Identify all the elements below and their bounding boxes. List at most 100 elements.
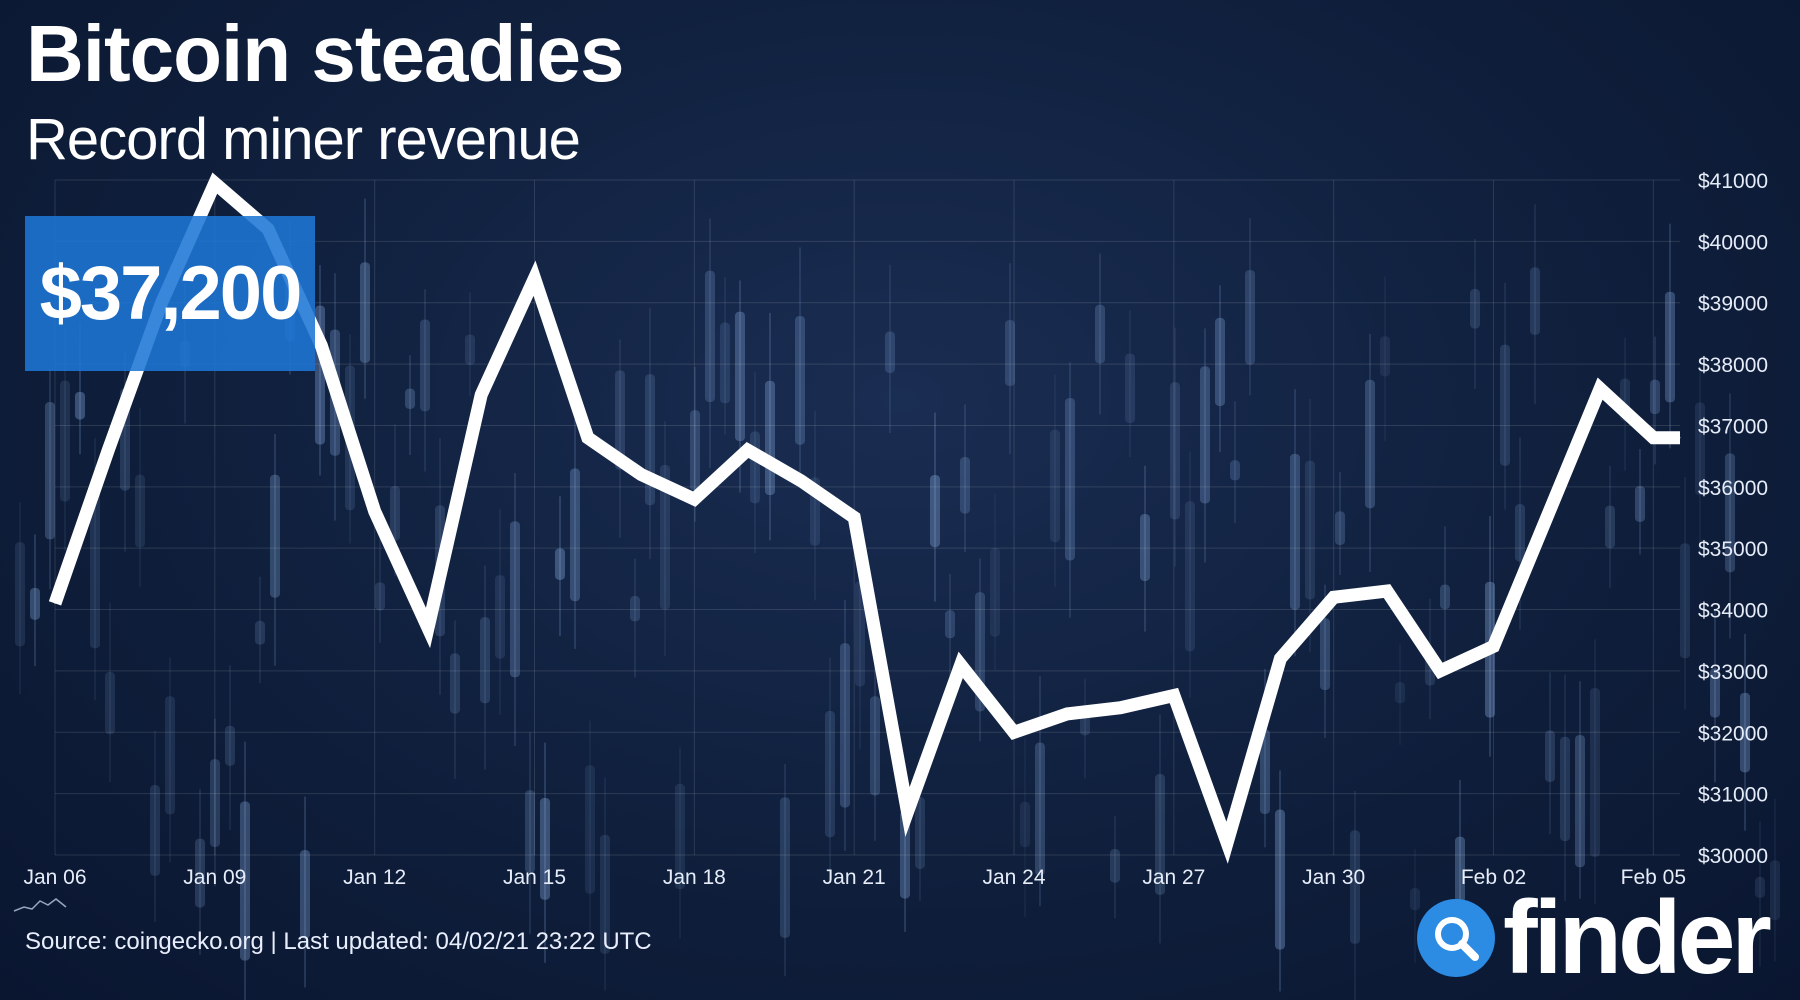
bg-candle-body xyxy=(720,322,730,404)
x-tick-label: Jan 15 xyxy=(503,866,566,889)
y-tick-label: $40000 xyxy=(1698,231,1768,254)
price-series-line xyxy=(48,172,1680,864)
bg-candle-body xyxy=(570,468,580,602)
y-tick-label: $33000 xyxy=(1698,661,1768,684)
search-magnifier-icon xyxy=(1417,898,1495,977)
x-tick-label: Jan 12 xyxy=(343,866,406,889)
series-point xyxy=(320,345,322,347)
bg-candle-body xyxy=(225,725,235,766)
bg-candle-body xyxy=(1275,809,1285,950)
finder-logo: finder xyxy=(1415,885,1775,990)
bg-candle-body xyxy=(1725,453,1735,573)
bg-candle-body xyxy=(105,672,115,735)
series-point xyxy=(1439,670,1441,672)
series-point xyxy=(1226,842,1228,844)
x-tick-label: Feb 02 xyxy=(1461,866,1526,889)
series-point xyxy=(1652,437,1654,439)
x-axis: Jan 06 Jan 09 Jan 12 Jan 15 Jan 18 Jan 21 Jan … xyxy=(23,866,1686,889)
bg-candle-body xyxy=(1020,802,1030,848)
series-point xyxy=(693,498,695,500)
bg-candle-body xyxy=(405,388,415,409)
bg-candle-body xyxy=(690,410,700,491)
bg-candle-body xyxy=(1035,742,1045,876)
series-point xyxy=(1679,437,1681,439)
bg-candle-body xyxy=(510,521,520,678)
bg-candle-body xyxy=(480,617,490,704)
bg-candle-body xyxy=(1470,289,1480,329)
bg-candle-body xyxy=(1380,336,1390,377)
bg-candle-body xyxy=(780,797,790,938)
bg-candle-body xyxy=(825,711,835,838)
series-point xyxy=(1599,388,1601,390)
bg-candle-body xyxy=(1080,713,1090,736)
bg-candle-body xyxy=(795,316,805,445)
bg-candle-body xyxy=(390,486,400,541)
bg-candle-body xyxy=(585,765,595,894)
bg-candle-body xyxy=(1455,836,1465,903)
bg-candle-body xyxy=(735,311,745,441)
bg-candle-body xyxy=(1155,774,1165,895)
bg-candle-body xyxy=(705,270,715,402)
bg-candle-body xyxy=(1650,379,1660,414)
bg-candle-body xyxy=(1755,877,1765,898)
bg-candle-body xyxy=(1590,688,1600,857)
bg-candle-body xyxy=(1410,888,1420,911)
series-point xyxy=(960,664,962,666)
bg-candle-body xyxy=(1770,860,1780,921)
bg-candle-body xyxy=(1500,344,1510,466)
bg-candle-body xyxy=(1230,460,1240,481)
bg-candle-body xyxy=(675,783,685,890)
bg-candle-body xyxy=(1530,267,1540,335)
x-tick-label: Jan 21 xyxy=(823,866,886,889)
series-point xyxy=(480,394,482,396)
y-axis: $30000 $31000 $32000 $33000 $34000 $35000 $360… xyxy=(1698,170,1768,868)
bg-candle-body xyxy=(525,790,535,873)
bg-candle-body xyxy=(255,620,265,645)
bg-candle-body xyxy=(1305,460,1315,600)
series-point xyxy=(1386,590,1388,592)
series-point xyxy=(1546,517,1548,518)
bg-candle-body xyxy=(900,810,910,899)
bg-candle-body xyxy=(1575,735,1585,868)
series-point xyxy=(54,602,56,604)
y-tick-label: $41000 xyxy=(1698,170,1768,193)
bg-candle-body xyxy=(1095,304,1105,364)
bg-candle-body xyxy=(210,759,220,847)
bg-candle-body xyxy=(1125,353,1135,423)
bg-candle-body xyxy=(840,643,850,808)
bg-candle-body xyxy=(1065,398,1075,561)
bg-candle-body xyxy=(1680,543,1690,659)
bg-candle-body xyxy=(765,380,775,496)
bg-candle-body xyxy=(30,587,40,620)
chart-title: Bitcoin steadies xyxy=(26,9,625,98)
x-tick-label: Jan 24 xyxy=(982,866,1045,889)
x-tick-label: Jan 06 xyxy=(23,866,86,889)
bg-candle-body xyxy=(420,319,430,412)
bg-candle-body xyxy=(1605,505,1615,549)
bg-candle-body xyxy=(1245,270,1255,365)
x-tick-label: Jan 18 xyxy=(663,866,726,889)
series-point xyxy=(1013,731,1015,733)
bg-candle-body xyxy=(1005,320,1015,386)
bg-candle-body xyxy=(630,596,640,622)
bg-candle-body xyxy=(1170,382,1180,520)
bg-candle-body xyxy=(885,331,895,373)
bg-candle-body xyxy=(450,653,460,714)
bg-candle-body xyxy=(1365,379,1375,509)
bg-candle-body xyxy=(960,457,970,514)
series-point xyxy=(1493,645,1495,647)
y-tick-label: $36000 xyxy=(1698,477,1768,500)
series-point xyxy=(107,449,109,451)
y-tick-label: $34000 xyxy=(1698,600,1768,623)
y-tick-label: $31000 xyxy=(1698,784,1768,807)
bg-candle-body xyxy=(1710,668,1720,718)
bg-candle-body xyxy=(45,402,55,540)
series-point xyxy=(853,517,855,518)
y-tick-label: $38000 xyxy=(1698,354,1768,377)
background-candlestick-pattern xyxy=(15,198,1780,1000)
bg-candle-body xyxy=(1695,402,1705,495)
x-tick-label: Jan 27 xyxy=(1142,866,1205,889)
bg-candle-body xyxy=(870,696,880,796)
